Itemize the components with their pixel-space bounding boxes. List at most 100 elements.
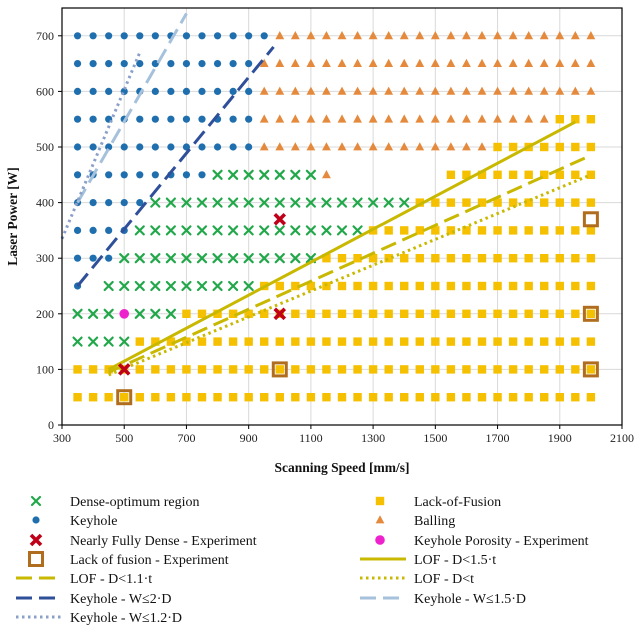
lof-point — [322, 309, 331, 318]
lof-point — [260, 393, 269, 402]
lof-point — [586, 254, 596, 263]
legend-label: Keyhole Porosity - Experiment — [414, 534, 589, 549]
balling-point — [586, 31, 596, 40]
dense-point — [274, 225, 285, 236]
lof-experiment-point — [271, 361, 288, 378]
lof-point — [291, 393, 300, 402]
keyhole-point — [151, 115, 159, 123]
keyhole-point — [167, 143, 175, 151]
dense-point — [212, 253, 223, 264]
lof-point — [384, 281, 393, 291]
legend-lof-swatch — [375, 496, 385, 506]
balling-point — [430, 142, 440, 151]
dense-point — [196, 225, 208, 236]
lof-point — [446, 281, 456, 291]
balling-point — [555, 86, 565, 95]
lof-point — [244, 393, 253, 402]
y-tick-label: 100 — [36, 362, 54, 376]
lof-point — [353, 281, 362, 291]
balling-point — [384, 86, 394, 95]
lof-point — [337, 254, 347, 263]
lof-point — [291, 365, 300, 374]
lof-point — [353, 254, 362, 263]
legend-nearly-dense-swatch — [29, 533, 43, 547]
x-tick-label: 700 — [177, 431, 195, 445]
keyhole-point — [120, 32, 128, 40]
balling-point — [524, 86, 534, 95]
lof-point — [462, 254, 471, 263]
balling-point — [259, 142, 269, 151]
balling-point — [524, 58, 534, 67]
keyhole-point — [229, 115, 237, 123]
balling-point — [493, 31, 502, 40]
lof-point — [135, 365, 144, 374]
dense-point — [88, 308, 99, 319]
lof-point — [291, 281, 300, 291]
lof-point — [384, 393, 393, 402]
lof-point — [555, 309, 564, 318]
keyhole-point — [229, 143, 237, 151]
lof-experiment-point — [582, 361, 599, 378]
dense-point — [150, 225, 161, 236]
balling-point — [384, 114, 394, 123]
keyhole-point — [182, 87, 191, 95]
keyhole-point — [198, 171, 206, 179]
legend-dense-swatch — [30, 495, 42, 507]
lof-point — [291, 337, 300, 346]
balling-point — [384, 31, 394, 40]
lof-point — [540, 281, 549, 291]
keyhole-point — [89, 199, 97, 207]
dense-point — [212, 169, 223, 180]
dense-point — [165, 225, 176, 236]
x-tick-label: 1700 — [486, 431, 510, 445]
lof-point — [571, 365, 580, 374]
lof-1t-line — [108, 173, 592, 377]
keyhole-point — [213, 32, 222, 40]
dense-point — [212, 280, 223, 292]
lof-point — [415, 226, 424, 235]
balling-point — [555, 31, 565, 40]
keyhole-point — [73, 226, 82, 234]
lof-point — [322, 337, 331, 346]
keyhole-point — [182, 171, 191, 179]
lof-point — [400, 393, 409, 402]
balling-point — [290, 86, 300, 95]
lof-point — [524, 198, 533, 207]
lof-point — [88, 393, 98, 402]
lof-point — [384, 254, 393, 263]
dense-point — [274, 197, 285, 208]
lof-point — [291, 309, 300, 318]
legend-label: Nearly Fully Dense - Experiment — [70, 534, 257, 549]
lof-experiment-point — [582, 211, 599, 228]
lof-point — [182, 309, 191, 318]
lof-point — [540, 170, 549, 179]
balling-point — [477, 58, 487, 67]
y-tick-label: 300 — [36, 251, 54, 265]
dense-point — [212, 225, 223, 236]
balling-point — [275, 142, 285, 151]
lof-point — [151, 365, 160, 374]
dense-point — [150, 197, 161, 208]
lof-point — [555, 170, 564, 179]
x-tick-label: 500 — [115, 431, 133, 445]
lof-point — [260, 337, 269, 346]
keyhole-point — [151, 171, 159, 179]
lof-point — [415, 254, 424, 263]
keyhole-point — [136, 143, 144, 151]
lof-point — [166, 365, 176, 374]
lof-point — [555, 365, 564, 374]
dense-point — [165, 197, 176, 208]
criterion-lines — [60, 12, 592, 377]
lof-point — [508, 198, 518, 207]
balling-point — [275, 58, 285, 67]
lof-point — [493, 309, 502, 318]
lof-point — [493, 365, 502, 374]
lof-experiment-point — [116, 389, 133, 406]
lof-point — [524, 393, 533, 402]
legend-label: Lack of fusion - Experiment — [70, 553, 229, 568]
lof-point — [166, 337, 176, 346]
balling-point — [570, 58, 580, 67]
balling-point — [462, 31, 471, 40]
dense-point — [290, 253, 301, 264]
